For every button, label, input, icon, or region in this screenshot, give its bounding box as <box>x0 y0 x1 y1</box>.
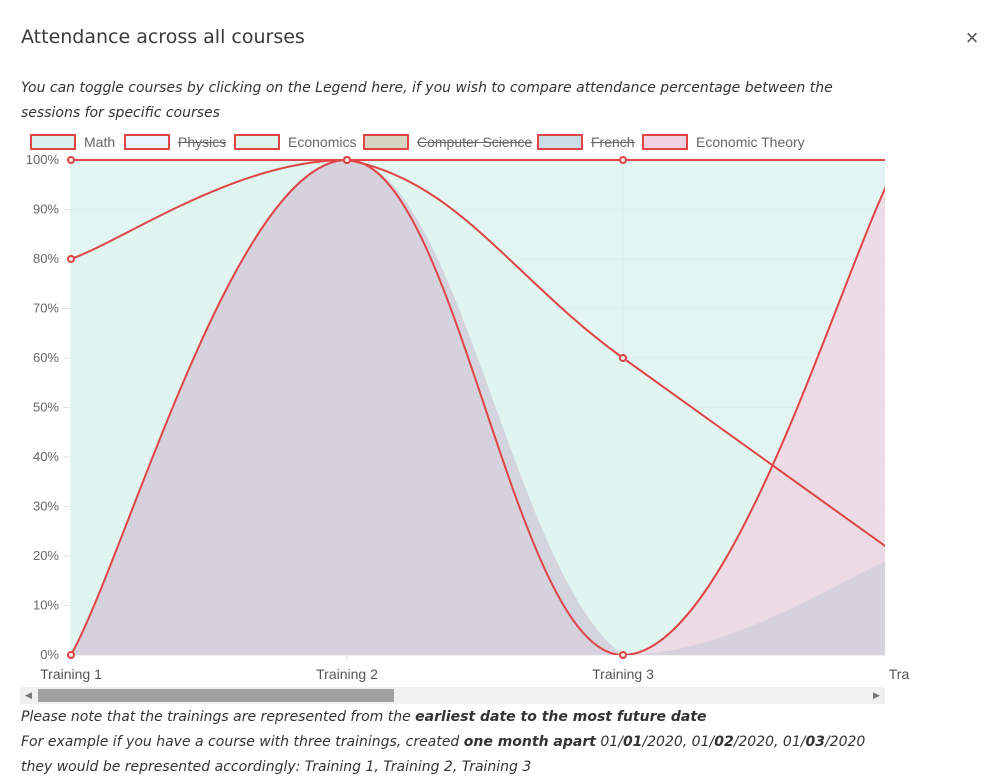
legend-swatch <box>537 134 583 150</box>
y-tick-label: 100% <box>26 152 60 167</box>
legend-label: Physics <box>178 134 227 150</box>
y-tick-label: 0% <box>40 647 59 662</box>
y-tick-label: 20% <box>33 548 59 563</box>
chart-horizontal-scrollbar[interactable]: ◀ ▶ <box>20 687 885 704</box>
data-point <box>619 156 627 164</box>
scroll-left-icon[interactable]: ◀ <box>25 690 32 700</box>
area-overlap <box>71 160 885 655</box>
y-tick-label: 30% <box>33 499 59 514</box>
note-line-1: Please note that the trainings are repre… <box>21 709 707 725</box>
y-tick-label: 60% <box>33 350 59 365</box>
x-tick-label: Training 2 <box>316 666 378 682</box>
scroll-thumb[interactable] <box>38 689 394 702</box>
legend-swatch <box>124 134 170 150</box>
close-icon[interactable]: × <box>965 25 979 50</box>
scroll-right-icon[interactable]: ▶ <box>873 690 880 700</box>
y-tick-label: 70% <box>33 301 59 316</box>
legend-label: Economic Theory <box>696 134 805 150</box>
legend-swatch <box>642 134 688 150</box>
data-point <box>67 156 75 164</box>
legend-label: Economics <box>288 134 357 150</box>
legend-label: French <box>591 134 635 150</box>
line-economics <box>71 159 885 548</box>
y-tick-label: 40% <box>33 449 59 464</box>
y-tick-label: 50% <box>33 400 59 415</box>
x-tick-label: Training 3 <box>592 666 654 682</box>
line-economic-theory <box>71 159 885 655</box>
y-tick-label: 90% <box>33 202 59 217</box>
legend-swatch <box>30 134 76 150</box>
legend-label: Math <box>84 134 116 150</box>
legend-label: Computer Science <box>417 134 533 150</box>
chart-notes: Please note that the trainings are repre… <box>21 705 981 780</box>
x-tick-label: Tra <box>889 666 910 682</box>
data-point <box>619 651 627 659</box>
y-tick-label: 10% <box>33 598 59 613</box>
data-point <box>67 255 75 263</box>
data-point <box>619 354 627 362</box>
note-line-3: they would be represented accordingly: T… <box>21 759 532 775</box>
legend-swatch <box>234 134 280 150</box>
legend-swatch <box>363 134 409 150</box>
data-point <box>343 156 351 164</box>
intro-text: You can toggle courses by clicking on th… <box>21 80 833 121</box>
modal-title: Attendance across all courses <box>21 26 305 48</box>
chart-container: 0% 10% 20% 30% 40% 50% 60% 70% 80% 90% 100% Traini… <box>0 150 994 690</box>
x-tick-label: Training 1 <box>40 666 102 682</box>
y-tick-label: 80% <box>33 251 59 266</box>
attendance-chart: 0% 10% 20% 30% 40% 50% 60% 70% 80% 90% 100% Traini… <box>26 152 910 682</box>
data-point <box>67 651 75 659</box>
note-line-2: For example if you have a course with th… <box>21 734 866 750</box>
